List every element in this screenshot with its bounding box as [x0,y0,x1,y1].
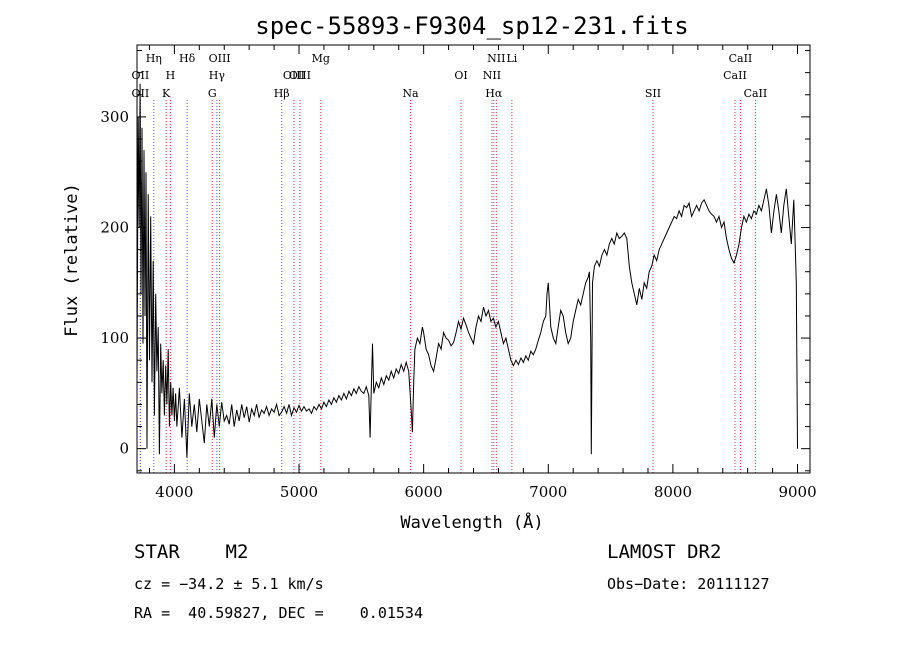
line-label-6300: OI [454,69,467,82]
x-tick-label-5000: 5000 [280,483,318,501]
chart-title: spec-55893-F9304_sp12-231.fits [255,12,688,40]
x-tick-label-4000: 4000 [155,483,193,501]
line-label-8542: CaII [729,52,753,65]
axis-ticks: 4000 5000 6000 7000 8000 9000 0 100 200 300 [100,45,817,501]
y-tick-label-200: 200 [100,218,129,236]
line-label-3968: H [166,69,176,82]
line-label-4959: OIII [283,69,305,82]
redshift-label: cz = −34.2 ± 5.1 km/s [134,575,324,593]
line-label-4341: Hγ [209,69,226,82]
line-label-6563: Hα [485,87,503,100]
x-tick-label-6000: 6000 [405,483,443,501]
y-tick-label-0: 0 [119,440,129,458]
object-class-label: STAR M2 [134,541,249,563]
coordinates-label: RA = 40.59827, DEC = 0.01534 [134,604,423,622]
line-label-5894: Na [402,87,419,100]
line-label-5175: Mg [312,52,330,65]
line-label-4304: G [208,87,217,100]
line-label-6708: Li [506,52,517,65]
observation-date-label: Obs−Date: 20111127 [607,575,770,593]
y-axis-label: Flux (relative) [62,183,82,337]
line-label-7840: SII [645,87,661,100]
x-tick-label-7000: 7000 [529,483,567,501]
line-label-5007: OIII [289,69,311,82]
y-tick-label-300: 300 [100,108,129,126]
x-axis-label: Wavelength (Å) [400,511,543,533]
line-label-6548: NII [483,69,501,82]
plot-frame [136,44,811,474]
line-label-3835: Hη [146,52,162,65]
line-label-8662: CaII [744,87,768,100]
line-label-6583: NII [487,52,505,65]
line-label-4102: Hδ [179,52,196,65]
line-label-4363: OIII [209,52,231,65]
line-label-3727: OII [132,69,150,82]
spectrum-series-line [136,83,798,458]
line-label-8498: CaII [723,69,747,82]
x-tick-label-8000: 8000 [654,483,692,501]
line-label-3934: K [162,87,171,100]
survey-label: LAMOST DR2 [607,541,722,563]
y-tick-label-100: 100 [100,329,129,347]
x-tick-label-9000: 9000 [778,483,816,501]
line-label-4861: Hβ [274,87,290,100]
